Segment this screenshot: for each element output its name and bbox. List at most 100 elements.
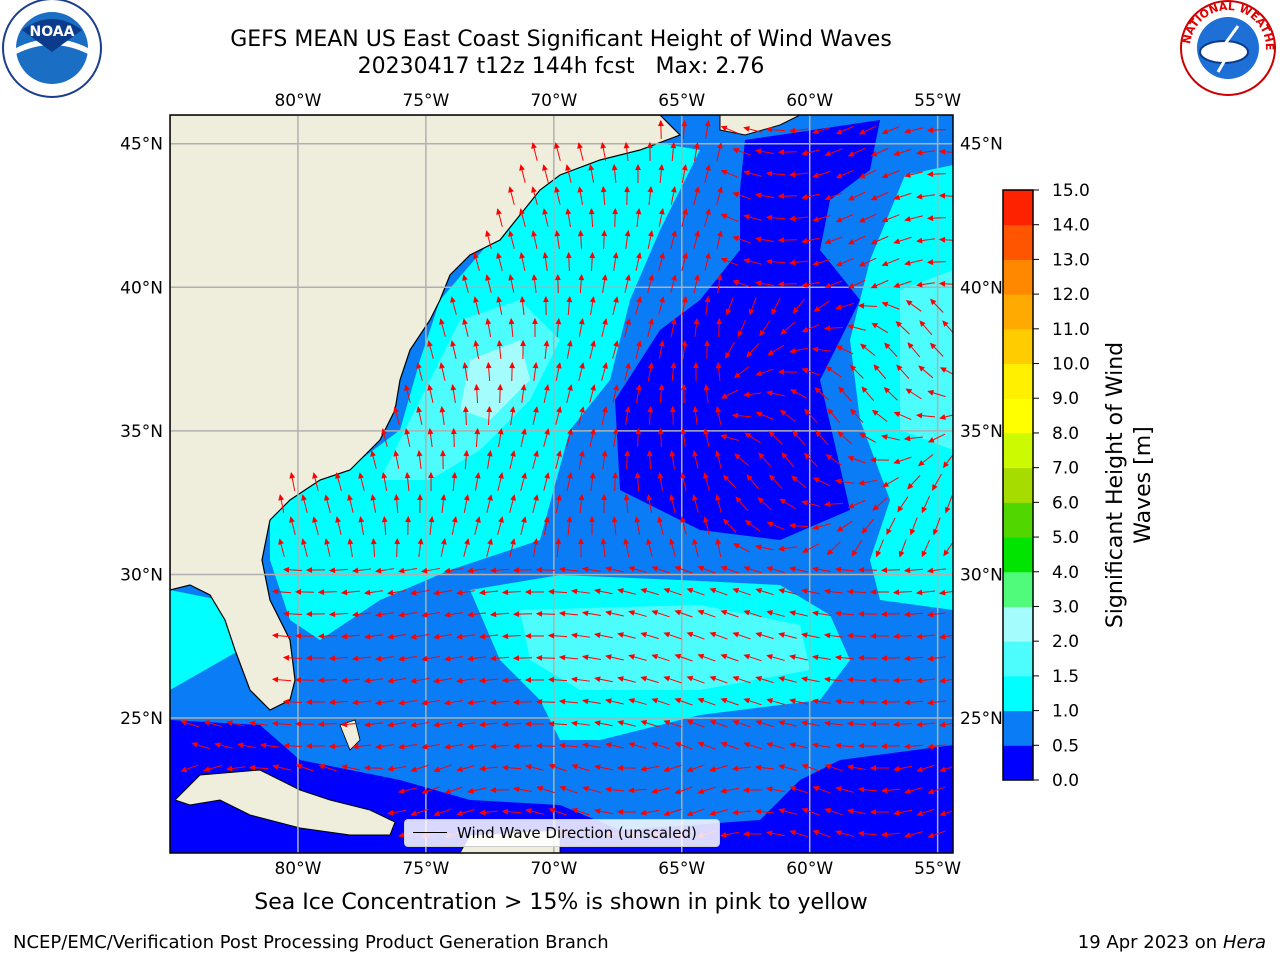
wave-direction-arrow bbox=[903, 655, 924, 662]
wave-direction-arrow bbox=[697, 653, 716, 662]
wave-direction-arrow bbox=[432, 677, 452, 684]
wave-direction-arrow bbox=[861, 518, 875, 534]
wave-direction-arrow bbox=[305, 743, 326, 749]
wave-direction-arrow bbox=[410, 764, 429, 772]
wave-direction-arrow bbox=[558, 610, 579, 617]
lon-tick-label-bottom: 60°W bbox=[786, 859, 833, 879]
wave-direction-arrow bbox=[409, 589, 429, 596]
wave-direction-arrow bbox=[658, 383, 665, 404]
wave-direction-arrow bbox=[617, 720, 636, 727]
wave-direction-arrow bbox=[386, 589, 406, 596]
wave-direction-arrow bbox=[363, 677, 383, 684]
wave-direction-arrow bbox=[743, 565, 762, 574]
wave-direction-arrow bbox=[769, 474, 783, 490]
wave-direction-arrow bbox=[317, 589, 338, 596]
wave-direction-arrow bbox=[594, 808, 613, 815]
wave-direction-arrow bbox=[601, 493, 607, 514]
wave-direction-arrow bbox=[670, 318, 677, 337]
wave-direction-arrow bbox=[282, 566, 303, 573]
wave-direction-arrow bbox=[697, 565, 716, 574]
wave-direction-arrow bbox=[869, 809, 890, 815]
wave-direction-arrow bbox=[919, 320, 933, 336]
wave-direction-arrow bbox=[892, 677, 913, 684]
wave-direction-arrow bbox=[282, 654, 303, 661]
wave-direction-arrow bbox=[640, 720, 659, 728]
lon-tick-label-top: 80°W bbox=[274, 91, 321, 111]
wave-direction-arrow bbox=[663, 719, 682, 728]
wave-direction-arrow bbox=[743, 126, 762, 133]
wave-direction-arrow bbox=[489, 611, 510, 618]
colorbar-segment bbox=[1003, 224, 1033, 260]
wave-direction-arrow bbox=[915, 412, 936, 419]
wave-direction-arrow bbox=[473, 296, 480, 315]
wave-direction-arrow bbox=[578, 362, 585, 381]
wave-direction-arrow bbox=[605, 610, 624, 617]
wave-direction-arrow bbox=[374, 699, 394, 706]
wave-direction-arrow bbox=[535, 654, 556, 661]
wave-direction-arrow bbox=[703, 472, 710, 491]
wave-direction-arrow bbox=[823, 720, 843, 727]
colorbar-segment bbox=[1003, 745, 1033, 781]
lat-tick-label-left: 25°N bbox=[120, 709, 163, 729]
wave-direction-arrow bbox=[915, 677, 935, 684]
wave-direction-arrow bbox=[508, 230, 515, 249]
wave-direction-arrow bbox=[704, 164, 711, 183]
wave-direction-arrow bbox=[686, 808, 705, 817]
wave-direction-arrow bbox=[704, 119, 711, 139]
wave-direction-arrow bbox=[835, 786, 854, 793]
wave-direction-arrow bbox=[535, 698, 556, 705]
wave-direction-arrow bbox=[737, 319, 747, 338]
wave-direction-arrow bbox=[466, 567, 486, 574]
wave-direction-arrow bbox=[674, 565, 693, 574]
wave-direction-arrow bbox=[439, 449, 446, 470]
wave-direction-arrow bbox=[525, 764, 544, 771]
colorbar-segment bbox=[1003, 641, 1033, 677]
wave-direction-arrow bbox=[532, 406, 539, 425]
wave-direction-arrow bbox=[847, 235, 866, 245]
wave-direction-arrow bbox=[509, 361, 516, 382]
wave-direction-arrow bbox=[847, 147, 866, 157]
wave-direction-arrow bbox=[869, 633, 890, 639]
wave-direction-arrow bbox=[180, 719, 199, 728]
colorbar-tick-label: 13.0 bbox=[1052, 250, 1090, 270]
wave-direction-arrow bbox=[601, 318, 608, 337]
wave-direction-arrow bbox=[812, 170, 831, 178]
wave-direction-arrow bbox=[524, 589, 545, 595]
wave-direction-arrow bbox=[790, 389, 808, 399]
wave-direction-arrow bbox=[834, 478, 854, 485]
wave-direction-arrow bbox=[938, 677, 953, 684]
wave-direction-arrow bbox=[397, 567, 417, 574]
wave-direction-arrow bbox=[301, 538, 308, 557]
wave-direction-arrow bbox=[686, 631, 705, 640]
wave-direction-arrow bbox=[180, 764, 199, 773]
wave-direction-arrow bbox=[640, 632, 659, 640]
wave-direction-arrow bbox=[440, 538, 447, 557]
wave-direction-arrow bbox=[478, 765, 498, 772]
wave-direction-arrow bbox=[547, 720, 568, 727]
wave-direction-arrow bbox=[581, 566, 601, 573]
wave-direction-arrow bbox=[927, 433, 946, 443]
wave-direction-arrow bbox=[811, 742, 831, 749]
wave-direction-arrow bbox=[812, 214, 831, 222]
wave-direction-arrow bbox=[340, 633, 361, 640]
wave-direction-arrow bbox=[624, 362, 631, 381]
wave-direction-arrow bbox=[519, 208, 526, 227]
wave-direction-arrow bbox=[801, 807, 820, 816]
wave-direction-arrow bbox=[692, 494, 699, 513]
wave-direction-arrow bbox=[811, 610, 831, 617]
wave-direction-arrow bbox=[324, 538, 331, 557]
wave-direction-arrow bbox=[720, 169, 739, 178]
wave-direction-arrow bbox=[938, 192, 953, 199]
wave-direction-arrow bbox=[259, 742, 279, 749]
wave-direction-arrow bbox=[915, 193, 935, 200]
wave-direction-arrow bbox=[926, 655, 946, 662]
wave-direction-arrow bbox=[601, 406, 608, 425]
wave-direction-arrow bbox=[432, 721, 452, 728]
wave-direction-arrow bbox=[565, 251, 572, 272]
colorbar-segment bbox=[1003, 294, 1033, 330]
wave-direction-arrow bbox=[646, 538, 653, 557]
wave-direction-arrow bbox=[801, 720, 820, 727]
lon-tick-label-top: 60°W bbox=[786, 91, 833, 111]
wave-direction-arrow bbox=[709, 587, 728, 596]
wave-direction-arrow bbox=[651, 741, 670, 750]
